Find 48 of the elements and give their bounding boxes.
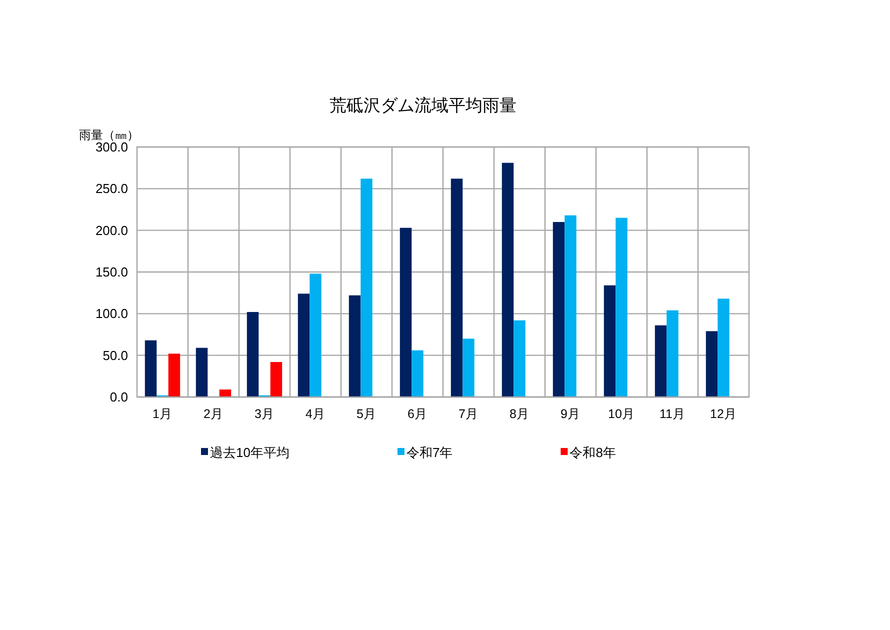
bar	[310, 274, 322, 397]
x-tick-label: 6月	[408, 407, 428, 421]
bar	[246, 312, 259, 397]
bar	[502, 162, 514, 397]
bar	[412, 350, 424, 397]
bar	[514, 320, 526, 397]
legend-label: 過去10年平均	[210, 445, 290, 460]
bar	[604, 285, 616, 397]
x-tick-label: 12月	[710, 407, 737, 421]
x-tick-label: 9月	[560, 407, 580, 421]
bar	[348, 295, 361, 397]
chart-title: 荒砥沢ダム流域平均雨量	[330, 96, 516, 115]
bar	[270, 362, 282, 397]
x-tick-label: 10月	[608, 407, 635, 421]
x-tick-label: 2月	[204, 407, 224, 421]
y-tick-label: 300.0	[95, 140, 128, 154]
bar	[654, 325, 667, 397]
x-tick-label: 5月	[356, 407, 376, 421]
x-tick-label: 1月	[152, 407, 172, 421]
y-tick-label: 250.0	[95, 181, 128, 196]
y-tick-label: 150.0	[95, 264, 128, 280]
x-tick-label: 4月	[306, 407, 326, 421]
y-tick-label: 0.0	[110, 390, 128, 404]
legend-label: 令和7年	[406, 445, 453, 460]
bar	[706, 331, 718, 397]
y-axis-title: 雨量（㎜）	[79, 128, 139, 142]
bar	[450, 178, 463, 397]
x-tick-label: 8月	[510, 407, 530, 421]
legend-label: 令和8年	[570, 445, 616, 460]
bar	[298, 294, 310, 397]
y-tick-label: 50.0	[102, 348, 128, 363]
x-tick-label: 3月	[254, 407, 274, 421]
bar	[616, 218, 628, 397]
bar	[400, 228, 412, 397]
y-tick-label: 100.0	[95, 306, 128, 322]
x-tick-label: 11月	[660, 407, 686, 421]
bar	[564, 215, 576, 397]
bar	[196, 348, 208, 397]
bar	[168, 354, 180, 397]
bar	[219, 390, 232, 397]
bar	[360, 178, 372, 397]
y-tick-label: 200.0	[95, 222, 128, 238]
bar	[666, 310, 678, 397]
bar	[462, 338, 474, 397]
bar	[552, 222, 565, 397]
bar	[144, 340, 157, 397]
x-tick-label: 7月	[458, 407, 478, 421]
bar	[718, 298, 730, 397]
